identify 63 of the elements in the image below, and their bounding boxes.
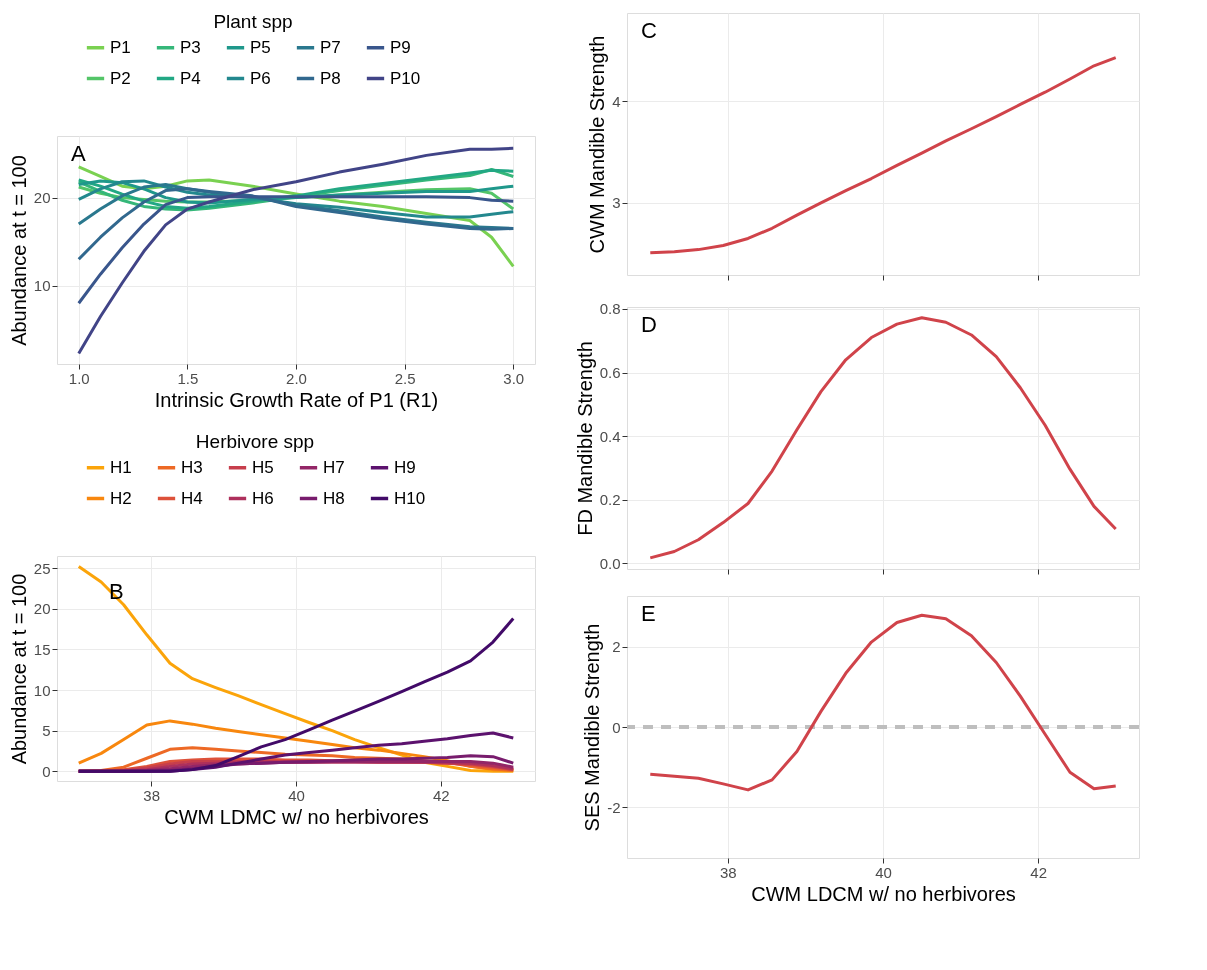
legend-label: P3 — [180, 37, 201, 57]
annotation: A — [71, 141, 86, 166]
y-tick-label: 4 — [612, 92, 621, 110]
x-tick-label: 3.0 — [503, 369, 525, 387]
legend-label: H2 — [110, 488, 132, 508]
legend-label: H6 — [252, 488, 274, 508]
legend-label: H10 — [394, 488, 426, 508]
y-tick-label: 0 — [42, 762, 51, 780]
y-axis-title: Abundance at t = 100 — [7, 573, 30, 765]
legend-title: Herbivore spp — [195, 431, 315, 452]
y-tick-label: 0.6 — [599, 364, 621, 381]
x-tick-label: 2.0 — [286, 369, 307, 387]
legend-label: P10 — [390, 68, 421, 88]
legend-label: H8 — [323, 488, 345, 508]
legend-title: Plant spp — [213, 11, 293, 32]
x-tick-label: 38 — [143, 786, 160, 804]
y-tick-label: 5 — [42, 722, 51, 740]
y-tick-label: 0.8 — [599, 300, 621, 318]
annotation: D — [641, 312, 657, 337]
y-axis-title: SES Mandible Strength — [581, 623, 604, 832]
legend-label: P1 — [110, 37, 131, 57]
legend-label: H9 — [394, 457, 416, 477]
y-tick-label: 15 — [33, 640, 51, 658]
legend-label: P5 — [250, 37, 271, 57]
y-tick-label: 10 — [33, 681, 51, 699]
x-axis-title: CWM LDCM w/ no herbivores — [751, 882, 1016, 905]
legend-label: P4 — [180, 68, 201, 88]
x-tick-label: 40 — [875, 863, 892, 881]
y-tick-label: 0.4 — [599, 427, 621, 445]
x-tick-label: 42 — [433, 786, 450, 804]
x-tick-label: 1.0 — [68, 369, 90, 387]
legend-label: P2 — [110, 68, 131, 88]
legend-label: H5 — [252, 457, 274, 477]
legend-label: P9 — [390, 37, 411, 57]
y-tick-label: 0.2 — [599, 491, 621, 509]
y-tick-label: 10 — [33, 277, 51, 295]
x-tick-label: 1.5 — [177, 369, 199, 387]
y-tick-label: 3 — [612, 194, 621, 212]
y-axis-title: FD Mandible Strength — [573, 341, 596, 536]
y-tick-label: 25 — [33, 559, 51, 577]
x-tick-label: 42 — [1030, 863, 1047, 881]
legend-label: H3 — [181, 457, 203, 477]
y-tick-label: 20 — [33, 600, 51, 618]
annotation: C — [641, 18, 657, 43]
x-tick-label: 38 — [720, 863, 737, 881]
y-tick-label: 0 — [612, 718, 621, 736]
legend-label: H1 — [110, 457, 132, 477]
legend-label: H4 — [181, 488, 203, 508]
x-axis-title: CWM LDMC w/ no herbivores — [164, 805, 429, 828]
y-tick-label: 0.0 — [599, 554, 621, 572]
y-axis-title: Abundance at t = 100 — [7, 155, 30, 346]
legend-label: P8 — [320, 68, 341, 88]
x-tick-label: 2.5 — [394, 369, 416, 387]
y-axis-title: CWM Mandible Strength — [586, 35, 609, 254]
legend-label: H7 — [323, 457, 345, 477]
y-tick-label: -2 — [607, 798, 621, 816]
y-tick-label: 20 — [33, 189, 51, 207]
legend-label: P6 — [250, 68, 271, 88]
x-tick-label: 40 — [288, 786, 305, 804]
y-tick-label: 2 — [612, 638, 621, 656]
x-axis-title: Intrinsic Growth Rate of P1 (R1) — [154, 388, 439, 411]
annotation: E — [641, 601, 656, 626]
legend-label: P7 — [320, 37, 341, 57]
